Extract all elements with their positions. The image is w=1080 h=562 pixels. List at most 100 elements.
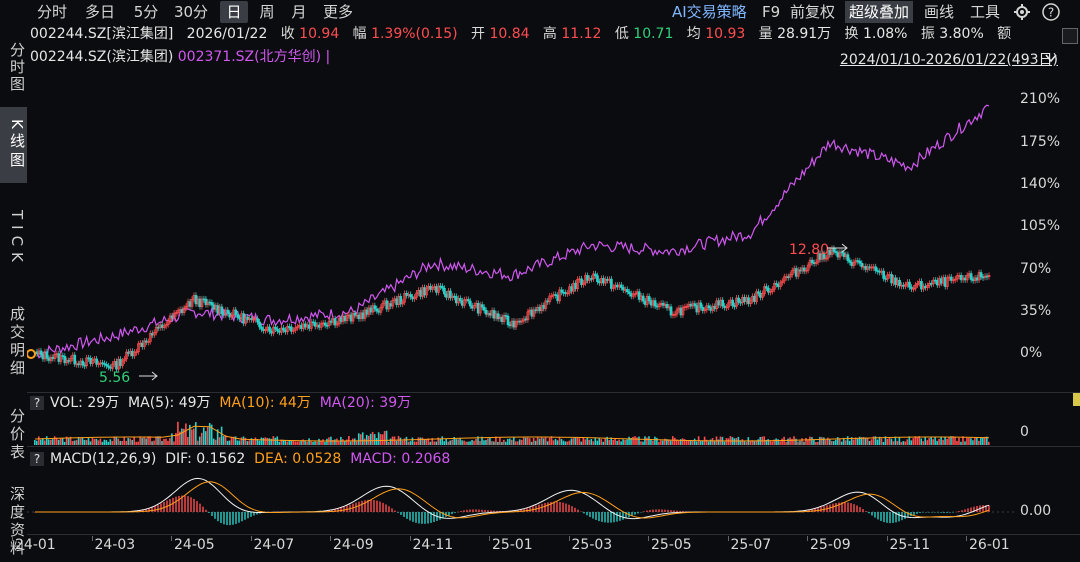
volume-bar <box>775 438 777 445</box>
candle-body <box>833 248 835 251</box>
x-tick: 25-03 <box>572 537 613 553</box>
volume-bar <box>261 438 263 445</box>
volume-bar <box>426 439 428 445</box>
volume-bar <box>292 441 294 445</box>
period-5min[interactable]: 5分 <box>128 1 164 23</box>
volume-bar <box>497 442 499 445</box>
volume-bar <box>469 441 471 445</box>
adjust-button[interactable]: 前复权 <box>790 1 835 23</box>
volume-bar <box>736 438 738 445</box>
volume-bar <box>744 441 746 445</box>
tab-kline[interactable]: K线图 <box>0 107 27 183</box>
expand-toggle[interactable] <box>1062 28 1078 44</box>
volume-bar <box>286 442 288 445</box>
draw-button[interactable]: 画线 <box>924 1 954 23</box>
period-month[interactable]: 月 <box>286 1 312 23</box>
volume-bar <box>948 437 950 445</box>
volume-bar <box>169 438 171 445</box>
ai-strategy-button[interactable]: AI交易策略 <box>672 1 747 23</box>
volume-bar <box>833 441 835 445</box>
volume-bar <box>865 438 867 445</box>
scroll-marker[interactable] <box>1073 392 1080 406</box>
macd-bar <box>172 498 173 512</box>
period-week[interactable]: 周 <box>254 1 280 23</box>
period-intraday[interactable]: 分时 <box>32 1 72 23</box>
f9-button[interactable]: F9 <box>762 1 780 23</box>
y-tick: 35% <box>1020 303 1051 319</box>
candle-body <box>811 260 813 262</box>
chevron-down-icon[interactable] <box>1044 52 1058 64</box>
macd-bar <box>361 501 362 512</box>
volume-bar <box>294 441 296 445</box>
macd-bar <box>922 512 923 513</box>
volume-bar <box>430 442 432 445</box>
main-chart[interactable]: 12.805.56 <box>27 70 1017 392</box>
help-icon[interactable]: ? <box>1042 3 1060 21</box>
volume-bar <box>135 442 137 445</box>
volume-bar <box>849 441 851 445</box>
volume-bar <box>64 442 66 445</box>
volume-chart[interactable] <box>27 412 1017 446</box>
volume-bar <box>461 440 463 445</box>
volume-help-icon[interactable]: ? <box>30 396 44 410</box>
volume-bar <box>614 439 616 445</box>
volume-bar <box>86 440 88 445</box>
period-multiday[interactable]: 多日 <box>80 1 120 23</box>
overlay-button[interactable]: 超级叠加 <box>845 1 913 23</box>
period-more[interactable]: 更多 <box>318 1 358 23</box>
volume-bar <box>523 438 525 445</box>
tab-intraday[interactable]: 分时图 <box>0 32 27 102</box>
volume-bar <box>290 441 292 445</box>
main-stock-label[interactable]: 002244.SZ(滨江集团) <box>30 49 173 65</box>
volume-bar <box>628 437 630 445</box>
tab-tick[interactable]: TICK <box>0 194 27 284</box>
candle-body <box>40 351 42 355</box>
volume-bar <box>487 438 489 445</box>
period-day[interactable]: 日 <box>220 1 248 23</box>
volume-bar <box>115 437 117 445</box>
macd-bar <box>865 511 866 512</box>
volume-bar <box>891 439 893 445</box>
volume-bar <box>435 442 437 445</box>
volume-bar <box>336 439 338 445</box>
macd-bar <box>415 512 416 523</box>
volume-bar <box>255 438 257 445</box>
macd-bar <box>433 512 434 522</box>
volume-bar <box>569 441 571 445</box>
period-30min[interactable]: 30分 <box>168 1 214 23</box>
compare-stock-label[interactable]: 002371.SZ(北方华创) <box>178 49 321 65</box>
volume-bar <box>177 422 179 445</box>
macd-bar <box>952 512 953 513</box>
macd-bar <box>940 512 941 513</box>
macd-chart[interactable] <box>27 468 1017 534</box>
volume-bar <box>88 438 90 445</box>
volume-bar <box>916 437 918 445</box>
macd-dea-line <box>35 482 989 518</box>
volume-bar <box>133 437 135 445</box>
macd-bar <box>379 502 380 512</box>
volume-bar <box>121 441 123 445</box>
volume-bar <box>581 442 583 445</box>
macd-help-icon[interactable]: ? <box>30 452 44 466</box>
volume-bar <box>36 441 38 445</box>
macd-bar <box>160 503 161 512</box>
gear-icon[interactable] <box>1013 3 1031 21</box>
volume-bar <box>922 441 924 445</box>
volume-bar <box>608 440 610 445</box>
date-range[interactable]: 2024/01/10-2026/01/22(493日) <box>840 49 1058 69</box>
tools-button[interactable]: 工具 <box>970 1 1000 23</box>
macd-bar <box>871 512 872 515</box>
macd-bar <box>643 511 644 512</box>
x-tick-mark <box>171 536 172 541</box>
macd-bar <box>559 502 560 512</box>
tab-price-table[interactable]: 分价表 <box>0 400 27 470</box>
volume-bar <box>40 440 42 445</box>
volume-bar <box>362 432 364 445</box>
volume-bar <box>767 439 769 445</box>
volume-bar <box>930 437 932 445</box>
volume-bar <box>883 442 885 445</box>
volume-bar <box>424 440 426 445</box>
tab-trade-detail[interactable]: 成交明细 <box>0 296 27 388</box>
macd-bar <box>868 512 869 513</box>
x-tick-mark <box>489 536 490 541</box>
